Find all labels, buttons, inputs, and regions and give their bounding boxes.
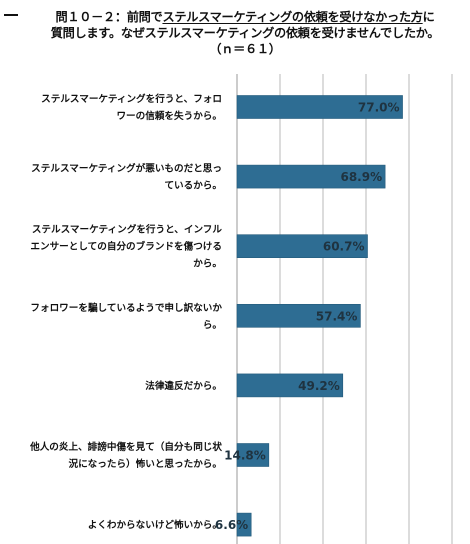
bar	[236, 95, 403, 119]
category-label: フォロワーを騙しているようで申し訳ないか	[30, 302, 222, 314]
title-line-2: 質問します。なぜステルスマーケティングの依頼を受けませんでしたか。	[50, 26, 440, 40]
data-label: 14.8%	[224, 449, 266, 463]
bar	[236, 443, 270, 467]
category-label: 況になったら）怖いと思ったから。	[69, 458, 223, 470]
title-line-1-suffix: に	[422, 10, 435, 24]
title-line-1-underlined: ステルスマーケティングの依頼を受けなかった方	[162, 10, 423, 24]
data-label: 57.4%	[316, 309, 358, 323]
category-label: から。	[193, 259, 222, 270]
category-label: ステルスマーケティングを行うと、インフル	[32, 224, 223, 236]
bar	[236, 512, 252, 537]
bar	[236, 164, 386, 189]
category-label: 他人の炎上、誹謗中傷を見て（自分も同じ状	[29, 441, 222, 453]
category-label: ステルスマーケティングを行うと、フォロ	[41, 93, 222, 105]
category-label: ステルスマーケティングが悪いものだと思っ	[31, 163, 222, 175]
data-label: 60.7%	[323, 240, 365, 254]
category-label: ワーの信頼を失うから。	[116, 110, 222, 122]
bar	[236, 373, 344, 398]
category-label: ているから。	[164, 181, 222, 192]
data-label: 77.0%	[358, 101, 400, 115]
title-line-1-prefix: 問１０－２：前問で	[55, 10, 163, 24]
data-label: 6.6%	[215, 518, 248, 532]
title-line-1: 問１０－２：前問でステルスマーケティングの依頼を受けなかった方に	[22, 9, 468, 25]
chart-title: 問１０－２：前問でステルスマーケティングの依頼を受けなかった方に 質問します。な…	[22, 9, 468, 57]
title-dash	[4, 14, 18, 16]
category-label: よくわからないけど怖いから。	[88, 519, 222, 531]
data-label: 49.2%	[298, 379, 340, 393]
category-label: エンサーとしての自分のブランドを傷つける	[30, 241, 222, 253]
category-label: ら。	[203, 320, 222, 331]
bar	[236, 303, 361, 328]
bar	[236, 234, 368, 258]
title-line-3: （ｎ＝６１）	[209, 42, 281, 56]
category-label: 法律違反だから。	[145, 380, 222, 392]
data-label: 68.9%	[340, 170, 382, 184]
